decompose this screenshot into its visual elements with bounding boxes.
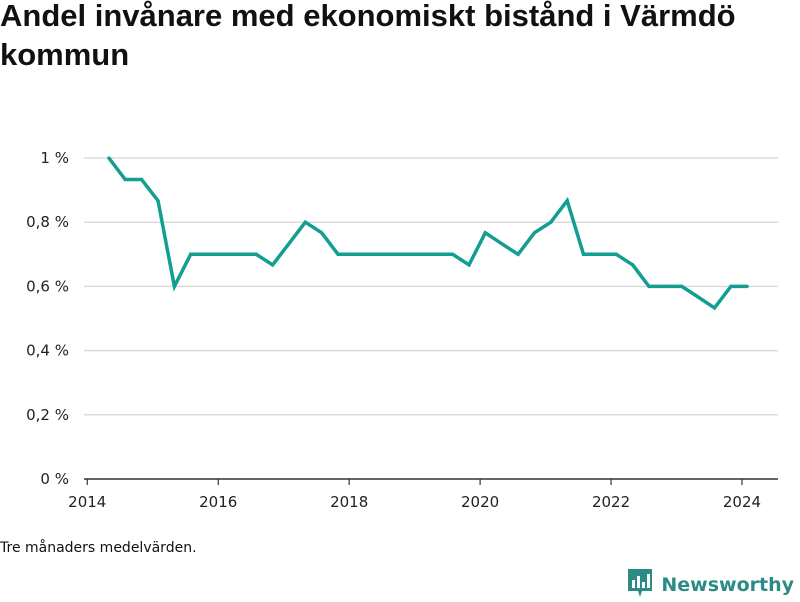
data-point [107,156,111,160]
y-tick-label: 0,4 % [26,342,69,360]
x-tick-label: 2014 [68,493,106,511]
newsworthy-logo-icon [627,568,653,602]
data-point [532,231,537,235]
data-point [254,252,258,256]
data-point [500,242,504,246]
data-point [140,177,144,182]
x-axis: 2014 2016 2018 2020 2022 2024 [68,478,778,511]
y-axis-tick-labels: 0 % 0,2 % 0,4 % 0,6 % 0,8 % 1 % [26,149,69,488]
data-point [549,220,553,224]
data-point [581,252,586,256]
y-tick-label: 0 % [40,470,69,488]
brand-name: Newsworthy [661,574,794,596]
data-point [221,252,226,256]
data-point [467,263,471,267]
data-point [369,252,373,256]
data-point [352,252,356,256]
data-point [680,284,684,288]
y-tick-label: 0,6 % [26,277,69,295]
data-point [729,284,733,288]
data-point [647,284,651,288]
x-tick-label: 2020 [461,493,499,511]
brand[interactable]: Newsworthy [627,568,794,602]
data-point [287,242,291,246]
series-line [107,156,748,311]
data-point [663,284,667,288]
data-point [205,252,209,256]
data-point [156,199,160,203]
data-point [303,220,307,224]
footnote: Tre månaders medelvärden. [0,540,197,556]
series-group [107,156,749,311]
data-point [565,199,569,203]
data-point [614,252,618,256]
x-tick-label: 2024 [723,493,761,511]
data-point [631,263,635,267]
data-point [270,263,275,267]
y-tick-label: 0,8 % [26,213,69,231]
data-point [745,284,749,288]
data-point [385,252,389,256]
y-tick-label: 1 % [40,149,69,167]
data-point [123,177,127,182]
y-tick-label: 0,2 % [26,406,69,424]
data-point [712,306,717,310]
data-point [336,252,340,256]
data-point [172,284,176,288]
x-tick-label: 2016 [199,493,237,511]
data-point [434,252,438,256]
data-point [483,231,487,235]
data-point [516,252,520,256]
data-point [451,252,455,256]
data-point [418,252,422,256]
chart-title: Andel invånare med ekonomiskt bistånd i … [0,0,736,72]
data-point [401,252,406,256]
data-point [320,231,324,235]
data-point [598,252,602,256]
data-point [696,295,700,299]
data-point [238,252,242,256]
x-tick-label: 2022 [592,493,630,511]
data-point [189,252,193,256]
x-tick-label: 2018 [330,493,368,511]
